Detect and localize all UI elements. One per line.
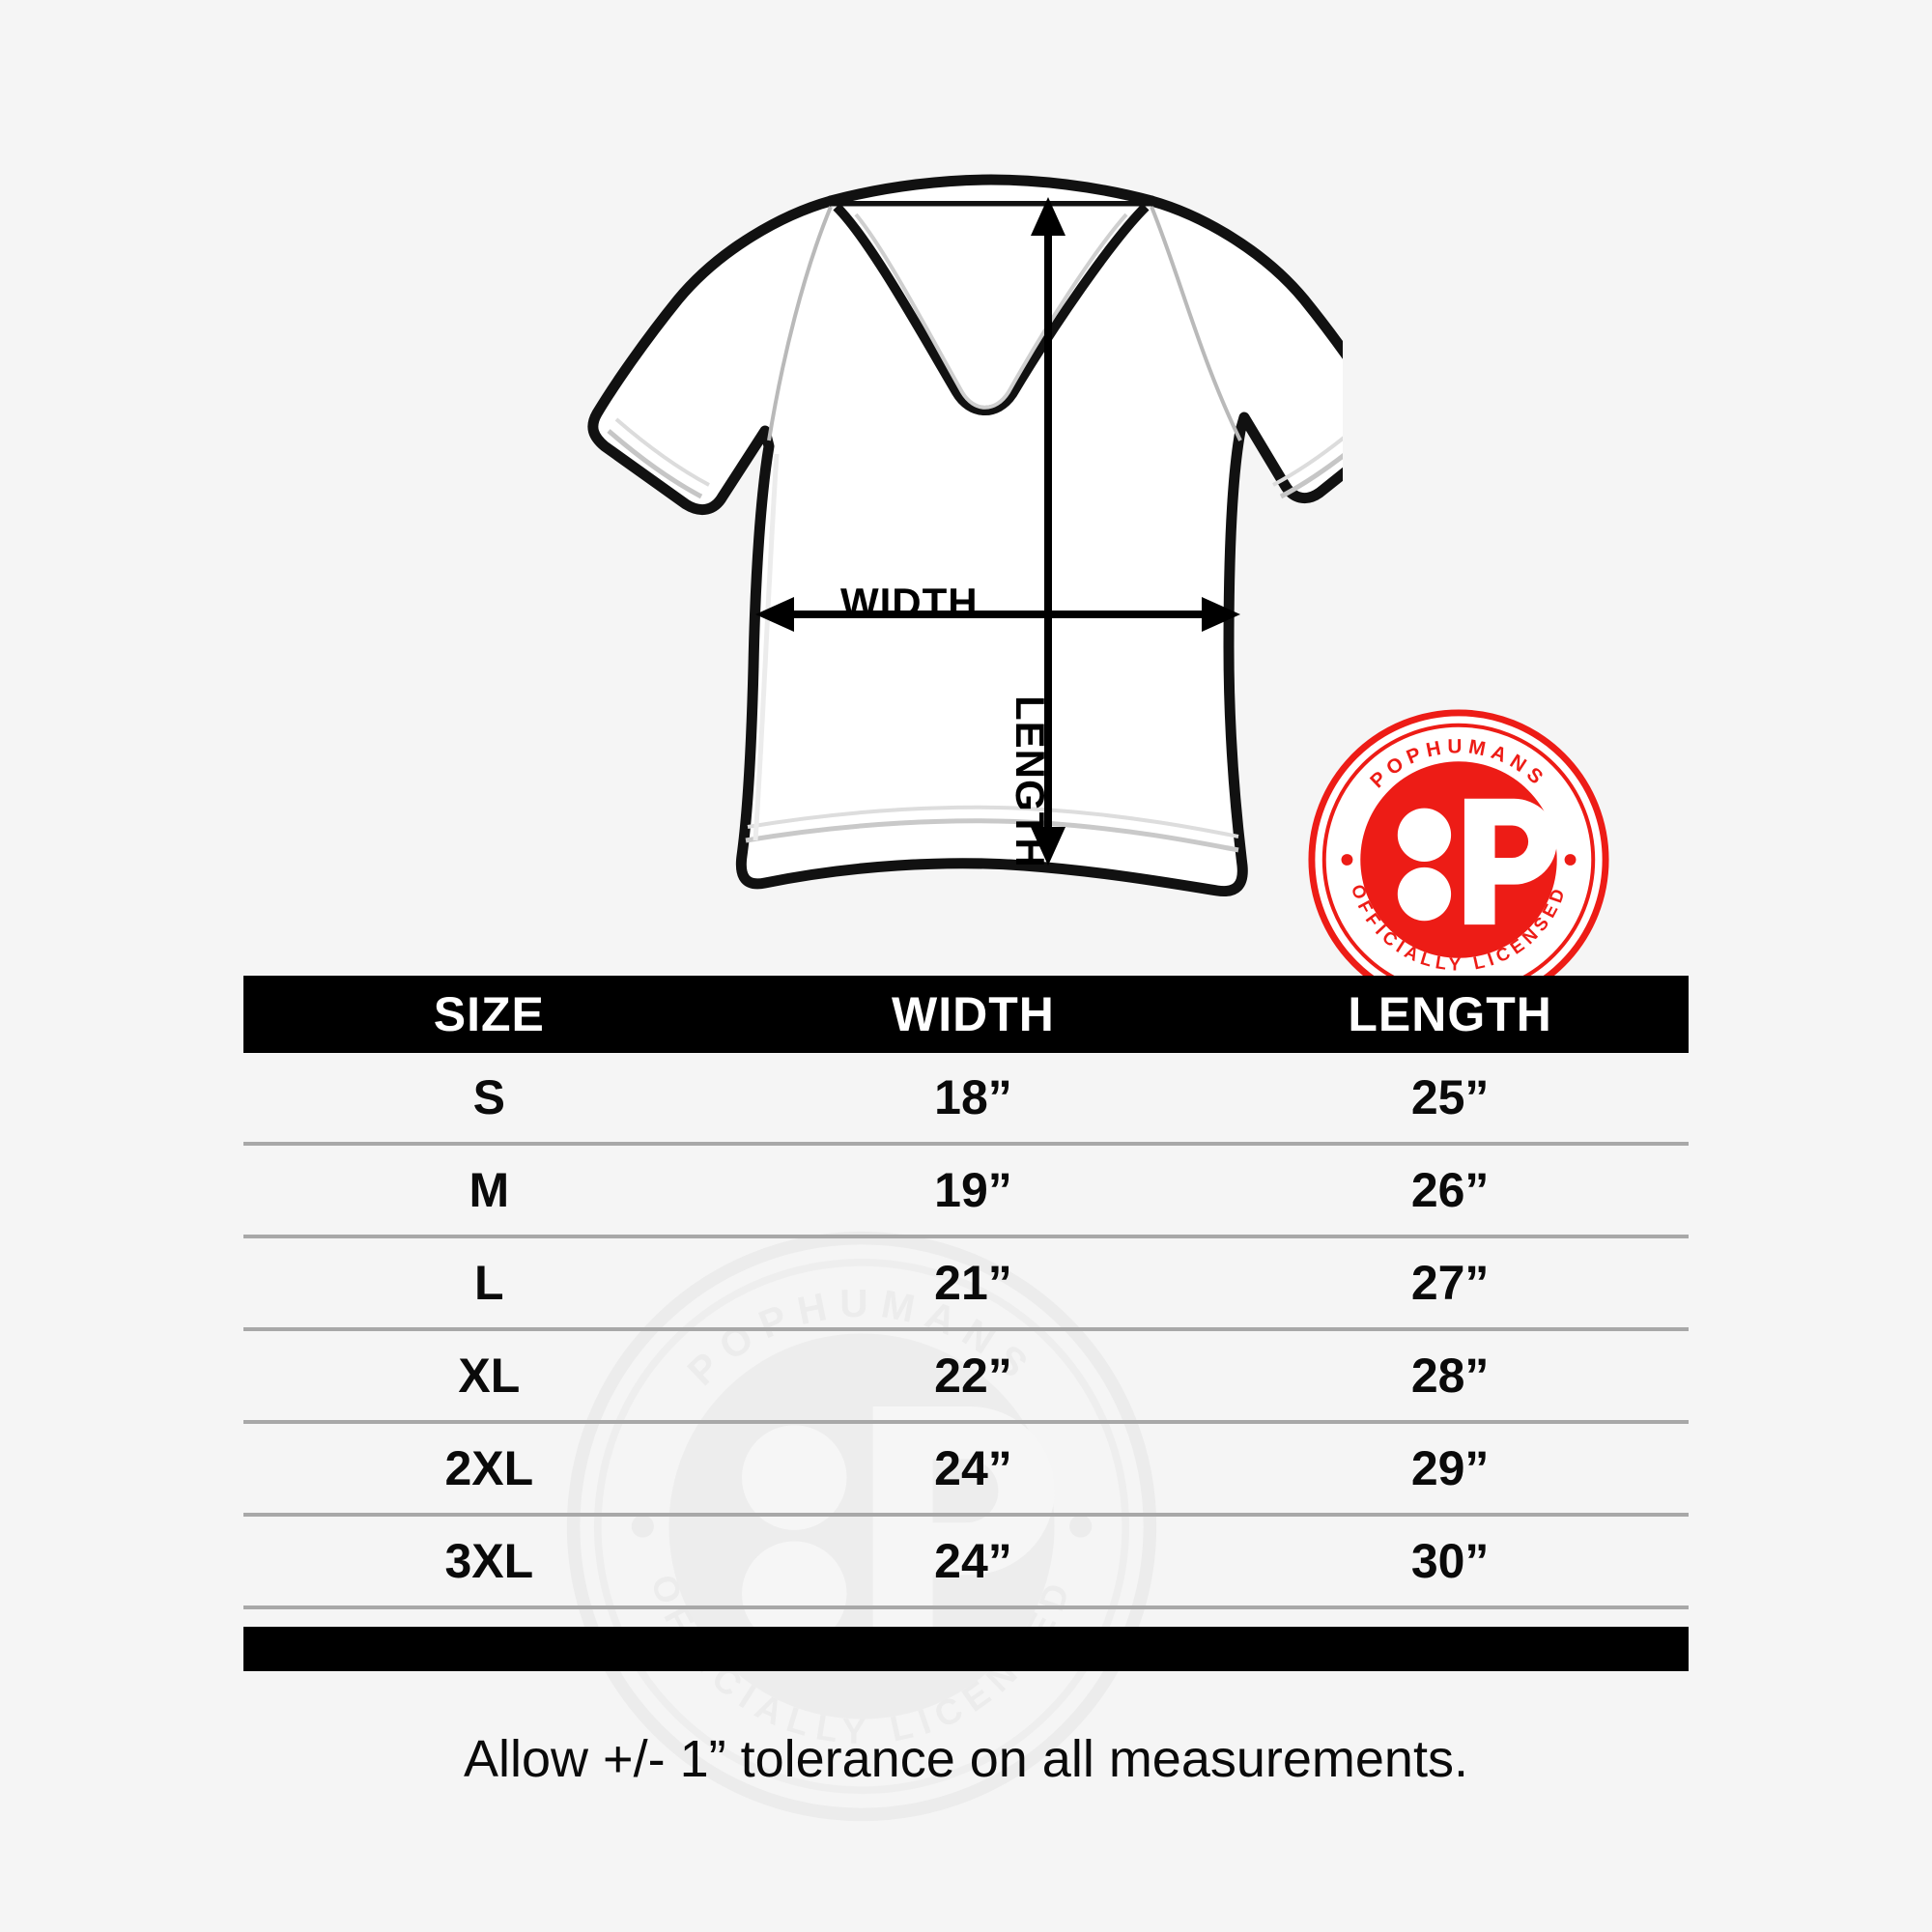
cell-length: 25”: [1410, 1070, 1490, 1124]
table-bottom-bar: [243, 1627, 1689, 1671]
sleeve-hem-right: [1279, 453, 1343, 499]
column-header-size: SIZE: [433, 987, 545, 1041]
length-dimension-label: LENGTH: [1008, 696, 1053, 868]
table-row: S 18” 25”: [243, 1053, 1689, 1146]
table-header-row: SIZE WIDTH LENGTH: [243, 976, 1689, 1053]
table-row: M 19” 26”: [243, 1146, 1689, 1238]
cell-width: 18”: [934, 1070, 1012, 1124]
column-header-width: WIDTH: [892, 987, 1055, 1041]
cell-length: 28”: [1410, 1349, 1490, 1403]
cell-width: 24”: [934, 1534, 1012, 1588]
cell-length: 29”: [1410, 1441, 1490, 1495]
bottom-hem-line-2: [747, 805, 1239, 838]
cell-length: 26”: [1410, 1163, 1490, 1217]
width-dimension-label: WIDTH: [840, 580, 979, 625]
badge-dot-bottom: [1397, 867, 1452, 922]
collar-v-inner: [833, 203, 1150, 415]
column-header-length: LENGTH: [1348, 987, 1552, 1041]
sleeve-hem-left: [607, 429, 703, 499]
garment-illustration: WIDTH LENGTH POPHUMANS OFFI: [0, 145, 1932, 1010]
bottom-hem-line-1: [745, 818, 1239, 853]
cell-size: 2XL: [444, 1441, 534, 1495]
badge-side-dot-left: [1341, 854, 1353, 866]
collar-outer: [825, 174, 1157, 207]
table-row: L 21” 27”: [243, 1238, 1689, 1331]
cell-width: 21”: [934, 1256, 1012, 1310]
collar-rib-line: [854, 213, 1128, 410]
officially-licensed-badge: POPHUMANS OFFICIALLY LICENSED: [1308, 709, 1609, 1010]
cell-width: 19”: [934, 1163, 1012, 1217]
shoulder-seam-left: [767, 206, 833, 441]
cell-size: S: [472, 1070, 505, 1124]
cell-width: 24”: [934, 1441, 1012, 1495]
cell-width: 22”: [934, 1349, 1012, 1403]
table-row: XL 22” 28”: [243, 1331, 1689, 1424]
tolerance-note: Allow +/- 1” tolerance on all measuremen…: [464, 1730, 1468, 1788]
shoulder-seam-right: [1150, 206, 1242, 441]
badge-dot-top: [1397, 808, 1452, 862]
badge-side-dot-right: [1564, 854, 1577, 866]
sleeve-hem-right-2: [1272, 436, 1343, 487]
sleeve-hem-left-2: [614, 417, 710, 487]
side-seam-left: [753, 453, 780, 841]
cell-length: 27”: [1410, 1256, 1490, 1310]
cell-length: 30”: [1410, 1534, 1490, 1588]
cell-size: L: [474, 1256, 504, 1310]
cell-size: XL: [458, 1349, 521, 1403]
table-row: 2XL 24” 29”: [243, 1424, 1689, 1517]
cell-size: 3XL: [444, 1534, 534, 1588]
t-shirt-diagram: [587, 174, 1343, 897]
length-arrow: [1031, 197, 1065, 866]
width-arrow: [755, 597, 1240, 632]
size-table: POPHUMANS OFFICIALLY LICENSED SIZE WIDTH…: [243, 976, 1689, 1822]
badge-monogram-p: [1463, 798, 1557, 925]
cell-size: M: [469, 1163, 510, 1217]
table-row: 3XL 24” 30”: [243, 1517, 1689, 1609]
